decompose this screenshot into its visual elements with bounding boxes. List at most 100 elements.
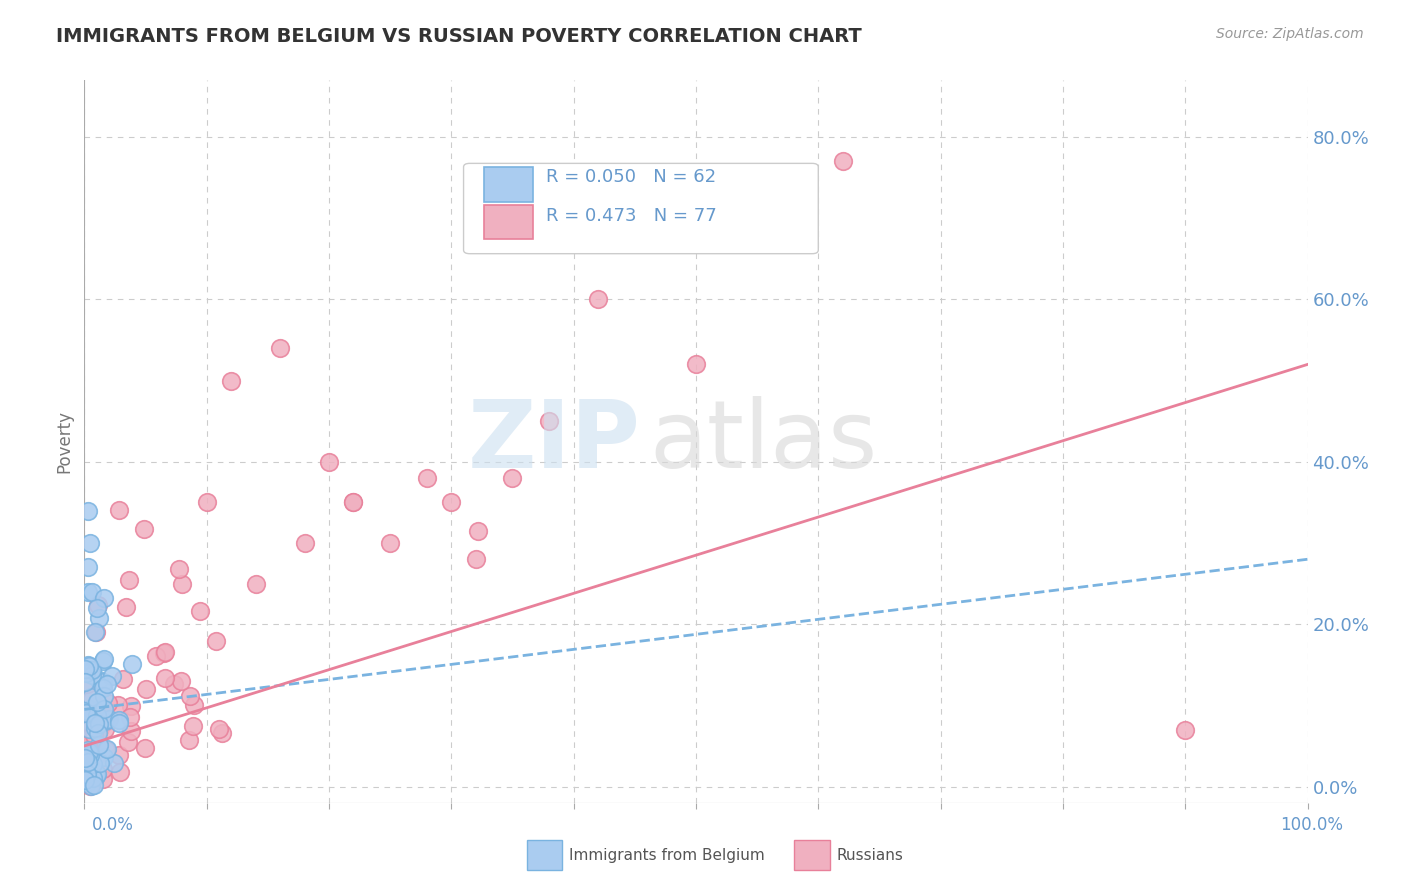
FancyBboxPatch shape xyxy=(464,163,818,253)
Point xyxy=(77,737,100,751)
Point xyxy=(464,552,486,566)
Point xyxy=(167,562,190,576)
Point xyxy=(195,495,218,509)
Point xyxy=(77,722,100,736)
Point xyxy=(134,740,156,755)
Point xyxy=(77,775,100,789)
Point xyxy=(380,536,402,550)
Point xyxy=(80,663,103,677)
FancyBboxPatch shape xyxy=(484,167,533,202)
Point xyxy=(80,584,103,599)
Point xyxy=(87,599,110,613)
Point xyxy=(120,724,142,739)
Point xyxy=(586,293,609,307)
Point xyxy=(245,576,267,591)
Point xyxy=(132,522,155,536)
Point xyxy=(87,725,110,739)
Point xyxy=(83,727,105,741)
Point xyxy=(208,722,231,736)
Point xyxy=(172,576,194,591)
Point xyxy=(91,654,114,668)
Point xyxy=(93,591,115,606)
Point xyxy=(190,604,212,618)
Point xyxy=(120,699,142,714)
Point xyxy=(91,772,114,786)
Point xyxy=(153,645,176,659)
Point xyxy=(94,709,117,723)
Point xyxy=(94,743,117,757)
Point xyxy=(77,560,100,574)
Point xyxy=(84,768,107,782)
Point xyxy=(96,742,118,756)
Point xyxy=(685,358,707,372)
Point xyxy=(416,471,439,485)
Point xyxy=(93,750,115,764)
Point xyxy=(96,714,118,728)
Point xyxy=(82,668,104,682)
Point xyxy=(155,671,177,685)
Point xyxy=(211,726,233,740)
Point xyxy=(118,710,141,724)
Point xyxy=(77,745,100,759)
Point xyxy=(89,673,111,688)
Point xyxy=(112,672,135,686)
Point xyxy=(75,666,97,681)
Point xyxy=(103,756,125,770)
Point xyxy=(77,747,100,761)
Point xyxy=(82,709,104,723)
Point xyxy=(163,677,186,691)
Point xyxy=(97,712,120,726)
Point xyxy=(75,662,97,676)
Point xyxy=(77,756,100,770)
Point xyxy=(342,495,364,509)
Text: R = 0.473   N = 77: R = 0.473 N = 77 xyxy=(546,207,716,225)
Point xyxy=(1174,723,1197,737)
Point xyxy=(77,658,100,673)
Point xyxy=(318,455,340,469)
Point xyxy=(75,714,97,728)
Point xyxy=(79,748,101,763)
Point xyxy=(73,751,96,765)
Point xyxy=(86,707,108,722)
Point xyxy=(87,738,110,752)
Point xyxy=(94,714,117,728)
Point xyxy=(93,652,115,666)
Text: ZIP: ZIP xyxy=(468,395,641,488)
Point xyxy=(440,495,463,509)
Point xyxy=(79,768,101,782)
Point xyxy=(76,731,98,745)
Point xyxy=(82,735,104,749)
Point xyxy=(107,698,129,712)
Point xyxy=(183,698,205,712)
Point xyxy=(831,154,853,169)
Point xyxy=(86,600,108,615)
Point xyxy=(108,748,131,763)
Point xyxy=(73,674,96,689)
Text: Source: ZipAtlas.com: Source: ZipAtlas.com xyxy=(1216,27,1364,41)
Point xyxy=(117,735,139,749)
Point xyxy=(115,599,138,614)
Point xyxy=(75,752,97,766)
Point xyxy=(145,648,167,663)
Point xyxy=(79,779,101,793)
Point xyxy=(77,657,100,672)
Point xyxy=(502,471,524,485)
Point xyxy=(76,743,98,757)
Point xyxy=(83,778,105,792)
Point xyxy=(152,646,174,660)
Point xyxy=(73,733,96,747)
Point xyxy=(84,624,107,639)
Point xyxy=(73,772,96,787)
Point xyxy=(80,690,103,704)
Point xyxy=(170,674,193,689)
Text: Russians: Russians xyxy=(837,848,904,863)
Text: 0.0%: 0.0% xyxy=(91,816,134,834)
Point xyxy=(108,713,131,727)
Point xyxy=(84,624,107,639)
Text: 100.0%: 100.0% xyxy=(1279,816,1343,834)
Point xyxy=(108,716,131,731)
Point xyxy=(87,716,110,731)
Point xyxy=(294,536,316,550)
Point xyxy=(83,721,105,735)
Point xyxy=(93,702,115,716)
